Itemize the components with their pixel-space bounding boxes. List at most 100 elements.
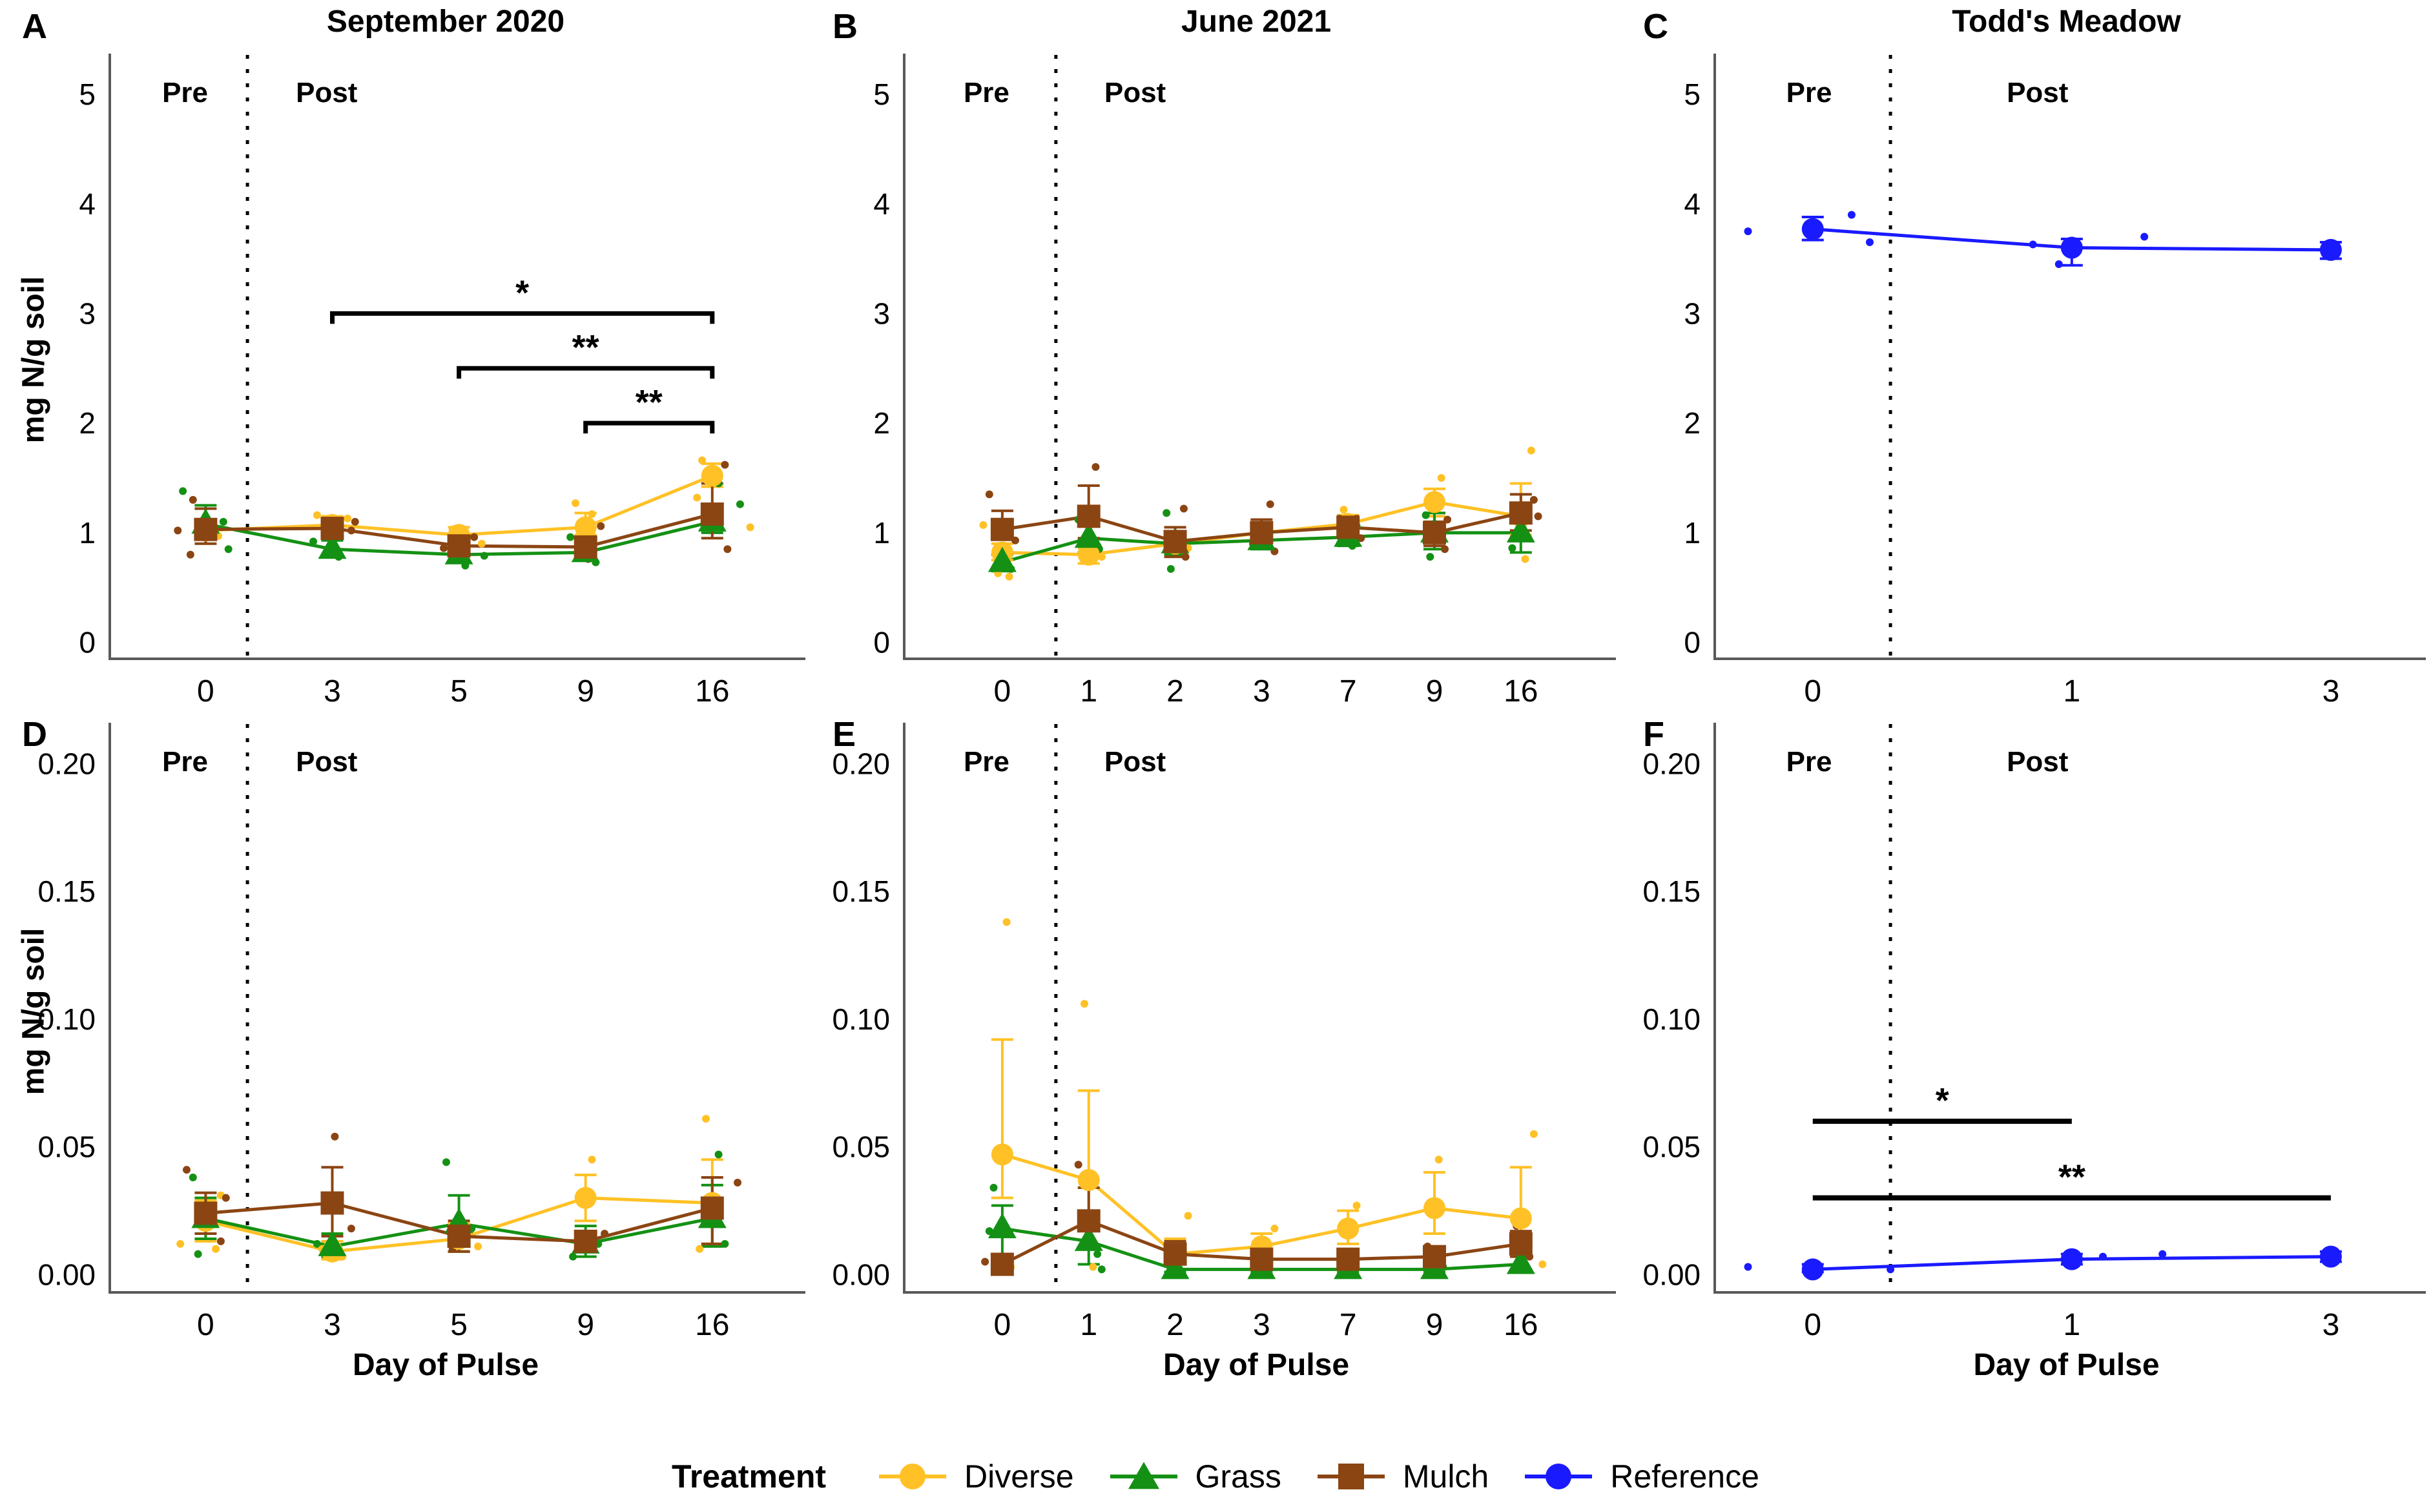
grass-jitter-dot: [736, 500, 744, 508]
mulch-square-icon: [1338, 1464, 1364, 1489]
grass-jitter-dot: [442, 1158, 450, 1166]
y-tick-label: 4: [1684, 187, 1701, 221]
grass-jitter-dot: [566, 533, 575, 541]
panel-c-plot-svg: 0 1 2 3 4 5 0 1 3 Pre Post: [1684, 54, 2426, 708]
x-axis-title: Day of Pulse: [352, 1348, 539, 1382]
x-tick-label: 3: [324, 1308, 341, 1342]
y-tick-label: 0.05: [1642, 1130, 1701, 1164]
reference-jitter-dot: [2098, 1252, 2107, 1261]
diverse-mean-marker: [991, 1143, 1013, 1166]
diverse-jitter-dot: [212, 1245, 220, 1253]
panel-d: 0.00 0.05 0.10 0.15 0.20 0 3 5 9 16 Pre Post D mg N…: [0, 708, 811, 1441]
panel-letter-c: C: [1643, 7, 1668, 46]
reference-jitter-dot: [2029, 240, 2037, 249]
x-tick-label: 2: [1166, 1308, 1184, 1342]
mulch-mean-marker: [1077, 1209, 1101, 1233]
y-tick-label: 5: [1684, 78, 1701, 111]
mulch-jitter-dot: [1181, 553, 1190, 561]
grass-jitter-dot: [313, 1239, 321, 1248]
legend-item-diverse: Diverse: [879, 1458, 1074, 1495]
mulch-mean-marker: [194, 1201, 218, 1225]
y-tick-label: 5: [873, 78, 890, 111]
x-tick-label: 16: [695, 674, 729, 708]
mulch-mean-marker: [194, 517, 218, 541]
diverse-jitter-dot: [1538, 1260, 1547, 1269]
mulch-jitter-dot: [216, 1237, 225, 1245]
diverse-mean-marker: [574, 1186, 597, 1209]
mulch-mean-marker: [1163, 530, 1187, 554]
reference-mean-marker: [1801, 1258, 1824, 1281]
panel-letter-f: F: [1643, 715, 1664, 754]
mulch-jitter-dot: [1441, 545, 1449, 554]
mulch-mean-marker: [1336, 1247, 1360, 1271]
mulch-mean-marker: [574, 535, 597, 559]
x-tick-label: 2: [1166, 674, 1184, 708]
reference-jitter-dot: [1887, 1265, 1895, 1274]
grass-jitter-dot: [721, 1239, 729, 1248]
panel-letter-d: D: [22, 715, 47, 754]
diverse-jitter-dot: [696, 1245, 704, 1253]
x-tick-label: 16: [1504, 1308, 1538, 1342]
mulch-jitter-dot: [440, 544, 448, 552]
grass-jitter-dot: [714, 1150, 723, 1159]
panel-letter-a: A: [22, 7, 47, 46]
reference-jitter-dot: [2054, 260, 2063, 268]
y-tick-label: 0.20: [37, 747, 96, 781]
panel-a-title: September 2020: [326, 5, 565, 39]
grass-jitter-dot: [224, 545, 233, 554]
grass-jitter-dot: [1097, 1265, 1106, 1274]
treatment-legend: Treatment Diverse Grass Mulch: [0, 1441, 2431, 1512]
mulch-jitter-dot: [186, 550, 194, 559]
diverse-jitter-dot: [313, 511, 321, 519]
x-tick-label: 1: [2063, 1308, 2080, 1342]
mulch-jitter-dot: [601, 1230, 609, 1238]
diverse-jitter-dot: [1521, 555, 1529, 563]
panel-grid: 0 1 2 3 4 5 0 3 5 9 16 Pre Post * ** ** A September 202…: [0, 5, 2426, 1441]
mulch-jitter-dot: [1179, 504, 1188, 513]
grass-jitter-dot: [189, 1174, 197, 1182]
mulch-mean-marker: [1163, 1242, 1187, 1266]
diverse-jitter-dot: [1434, 1155, 1443, 1164]
post-label: Post: [1104, 77, 1166, 109]
post-label: Post: [1104, 746, 1166, 778]
mulch-jitter-dot: [981, 1258, 989, 1266]
panel-b-title: June 2021: [1181, 5, 1332, 39]
grass-jitter-dot: [1163, 509, 1171, 517]
y-tick-label: 0.05: [37, 1130, 96, 1164]
diverse-jitter-dot: [701, 1115, 710, 1123]
mulch-jitter-dot: [1266, 500, 1274, 508]
mulch-jitter-dot: [174, 526, 182, 535]
diverse-jitter-dot: [1002, 918, 1011, 926]
grass-jitter-dot: [989, 1183, 998, 1192]
pre-label: Pre: [964, 77, 1009, 109]
y-tick-label: 0.20: [1642, 747, 1701, 781]
legend-label-mulch: Mulch: [1402, 1458, 1489, 1495]
diverse-jitter-dot: [474, 1242, 482, 1250]
y-tick-label: 4: [79, 187, 96, 221]
mulch-mean-marker: [700, 502, 724, 526]
grass-jitter-dot: [309, 537, 318, 546]
y-axis-title: mg N/g soil: [16, 276, 51, 444]
x-tick-label: 7: [1340, 674, 1357, 708]
diverse-jitter-dot: [746, 523, 754, 532]
mulch-jitter-dot: [721, 461, 729, 469]
y-tick-label: 5: [79, 78, 96, 111]
reference-jitter-dot: [1865, 238, 1874, 247]
reference-key: [1525, 1459, 1593, 1494]
grass-mean-marker: [318, 533, 347, 559]
diverse-jitter-dot: [176, 1239, 185, 1248]
legend-item-grass: Grass: [1110, 1458, 1281, 1495]
x-tick-label: 16: [1504, 674, 1538, 708]
x-tick-label: 0: [994, 1308, 1011, 1342]
panel-letter-b: B: [833, 7, 858, 46]
legend-item-reference: Reference: [1525, 1458, 1759, 1495]
panel-e: 0.00 0.05 0.10 0.15 0.20 0 1 2 3 7 9 16 Pre Post E Da…: [811, 708, 1621, 1441]
y-tick-label: 0.10: [1642, 1002, 1701, 1036]
y-tick-label: 1: [1684, 516, 1701, 550]
x-tick-label: 3: [324, 674, 341, 708]
mulch-jitter-dot: [347, 526, 355, 535]
y-tick-label: 3: [79, 296, 96, 330]
